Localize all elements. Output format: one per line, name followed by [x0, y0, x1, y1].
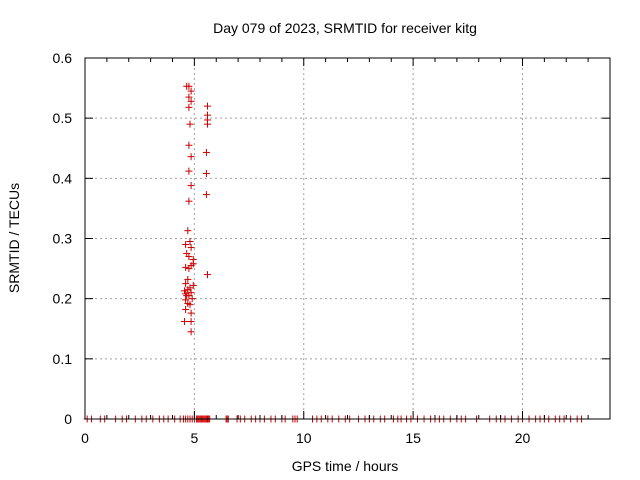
grid-lines	[85, 58, 610, 419]
y-axis-title: SRMTID / TECUs	[6, 183, 22, 293]
data-point	[187, 97, 195, 105]
data-point	[182, 280, 190, 288]
y-tick-label: 0.3	[53, 231, 73, 247]
data-point	[182, 263, 190, 271]
x-tick-label: 0	[81, 430, 89, 446]
data-point	[204, 120, 211, 128]
data-point	[187, 318, 195, 326]
data-point	[181, 318, 189, 326]
data-point	[182, 290, 190, 298]
data-point	[189, 260, 197, 268]
data-point	[185, 141, 193, 149]
data-point	[188, 295, 196, 303]
data-point	[184, 275, 192, 283]
x-tick-label: 10	[296, 430, 312, 446]
data-point	[202, 170, 210, 178]
data-point	[202, 148, 210, 156]
data-point	[183, 292, 191, 300]
data-point	[187, 87, 195, 95]
y-tick-label: 0	[64, 411, 72, 427]
data-point	[204, 271, 211, 279]
y-tick-label: 0.2	[53, 291, 73, 307]
data-point	[185, 103, 193, 111]
data-point	[185, 253, 193, 261]
y-tick-label: 0.1	[53, 351, 73, 367]
y-tick-label: 0.5	[53, 110, 73, 126]
data-point	[187, 244, 195, 252]
x-tick-label: 15	[405, 430, 421, 446]
data-point	[182, 296, 190, 304]
data-point	[185, 265, 193, 273]
data-point	[187, 328, 195, 336]
data-point	[182, 305, 190, 313]
data-point	[185, 93, 193, 101]
data-point	[186, 238, 194, 246]
data-point	[202, 191, 210, 199]
x-axis-title: GPS time / hours	[292, 458, 399, 474]
data-point	[185, 167, 193, 175]
data-point	[181, 287, 189, 295]
data-point	[186, 120, 194, 128]
data-point	[187, 309, 195, 317]
data-point	[187, 182, 195, 190]
data-point	[186, 301, 194, 309]
y-tick-label: 0.6	[53, 50, 73, 66]
data-point	[186, 284, 194, 292]
axes: 0 0.1 0.2 0.3 0.4 0.5 0.6 0 5 10 15 20	[53, 50, 611, 446]
data-point	[182, 241, 190, 249]
data-points	[83, 82, 586, 423]
data-point	[204, 102, 211, 110]
y-tick-label: 0.4	[53, 170, 73, 186]
data-point	[185, 197, 193, 205]
data-point	[185, 82, 193, 90]
x-tick-label: 20	[515, 430, 531, 446]
data-point	[184, 227, 192, 235]
x-tick-label: 5	[190, 430, 198, 446]
chart-title: Day 079 of 2023, SRMTID for receiver kit…	[213, 20, 477, 36]
data-point	[187, 153, 195, 161]
